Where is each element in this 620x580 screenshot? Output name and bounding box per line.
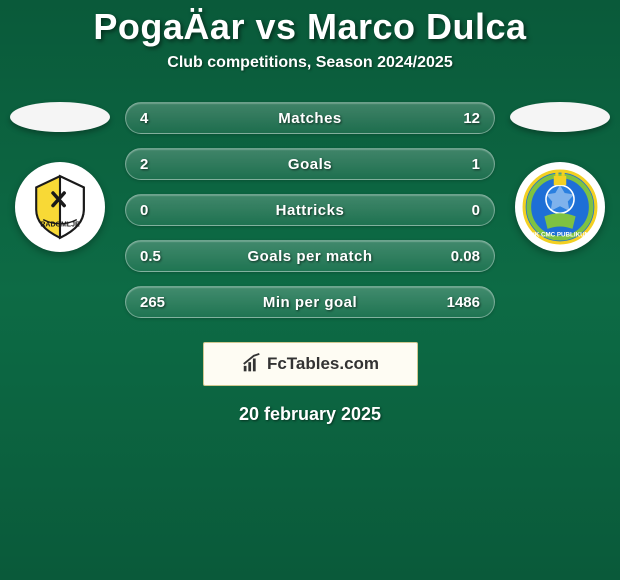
chart-icon <box>241 353 263 375</box>
svg-text:NK CMC PUBLIKUM: NK CMC PUBLIKUM <box>530 232 590 239</box>
stat-label: Goals <box>194 156 426 173</box>
stat-right-value: 12 <box>426 110 480 127</box>
stats-table: 4 Matches 12 2 Goals 1 0 Hattricks 0 0.5… <box>125 102 495 318</box>
stat-left-value: 0.5 <box>140 248 194 265</box>
stat-right-value: 1 <box>426 156 480 173</box>
player-left-column: RADOMLJE <box>10 102 110 252</box>
stat-label: Goals per match <box>194 248 426 265</box>
stat-label: Min per goal <box>194 294 426 311</box>
date-label: 20 february 2025 <box>0 404 620 425</box>
stat-label: Matches <box>194 110 426 127</box>
stat-right-value: 0.08 <box>426 248 480 265</box>
stat-row-matches: 4 Matches 12 <box>125 102 495 134</box>
stat-row-goals-per-match: 0.5 Goals per match 0.08 <box>125 240 495 272</box>
club-badge-right: NK CMC PUBLIKUM <box>515 162 605 252</box>
brand-box[interactable]: FcTables.com <box>203 342 418 386</box>
stat-right-value: 1486 <box>426 294 480 311</box>
main-content: RADOMLJE NK CMC PUBLIKUM 4 Matches 12 <box>0 102 620 425</box>
stat-row-goals: 2 Goals 1 <box>125 148 495 180</box>
stat-left-value: 0 <box>140 202 194 219</box>
header: PogaÄar vs Marco Dulca Club competitions… <box>0 0 620 72</box>
brand-label: FcTables.com <box>267 354 379 374</box>
stat-right-value: 0 <box>426 202 480 219</box>
shield-icon: NK CMC PUBLIKUM <box>521 168 599 246</box>
player-right-column: NK CMC PUBLIKUM <box>510 102 610 252</box>
stat-left-value: 2 <box>140 156 194 173</box>
stat-left-value: 4 <box>140 110 194 127</box>
player-right-placeholder <box>510 102 610 132</box>
svg-text:RADOMLJE: RADOMLJE <box>40 222 80 229</box>
shield-icon: RADOMLJE <box>25 172 95 242</box>
stat-row-hattricks: 0 Hattricks 0 <box>125 194 495 226</box>
subtitle: Club competitions, Season 2024/2025 <box>0 54 620 72</box>
club-badge-left: RADOMLJE <box>15 162 105 252</box>
page-title: PogaÄar vs Marco Dulca <box>0 6 620 48</box>
stat-left-value: 265 <box>140 294 194 311</box>
stat-label: Hattricks <box>194 202 426 219</box>
stat-row-min-per-goal: 265 Min per goal 1486 <box>125 286 495 318</box>
player-left-placeholder <box>10 102 110 132</box>
